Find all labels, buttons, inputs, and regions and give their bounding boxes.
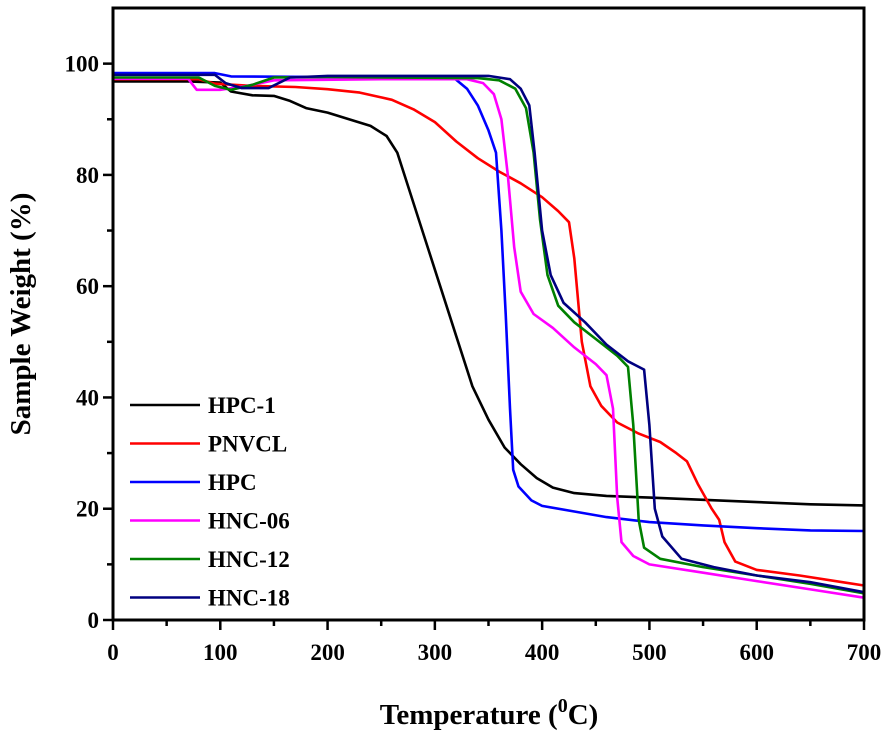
x-axis-title-main: Temperature ( [380,699,558,731]
x-tick-label: 0 [107,640,119,665]
series-line-hnc-18 [113,73,865,594]
tick-labels: 0 100 200 300 400 500 600 700 0 20 40 60 80 100 [65,52,882,665]
y-tick-label: 100 [65,52,100,77]
series-line-hpc [113,71,865,533]
x-tick-label: 300 [418,640,453,665]
x-axis-title-superscript: 0 [558,695,568,717]
y-axis-title: Sample Weight (%) [5,193,37,436]
legend-label: HPC-1 [208,393,276,418]
legend-label: HPC [208,470,257,495]
y-tick-label: 0 [88,608,100,633]
legend-label: HNC-12 [208,547,290,572]
x-tick-label: 500 [632,640,667,665]
y-tick-label: 60 [76,274,99,299]
x-tick-label: 600 [739,640,774,665]
x-tick-label: 100 [203,640,238,665]
x-tick-label: 400 [525,640,560,665]
plot-lines [113,71,865,599]
legend-item-hnc-18: HNC-18 [130,586,290,611]
legend-item-hnc-12: HNC-12 [130,547,290,572]
ticks [103,62,866,630]
legend-item-hpc: HPC [130,470,257,495]
legend-item-hnc-06: HNC-06 [130,509,290,534]
y-tick-label: 20 [76,497,99,522]
series-line-hpc-1 [113,80,865,507]
legend-label: HNC-06 [208,509,290,534]
legend-item-hpc-1: HPC-1 [130,393,276,418]
x-tick-label: 200 [310,640,345,665]
y-tick-label: 80 [76,163,99,188]
legend-item-pnvcl: PNVCL [130,432,287,457]
x-axis-title: Temperature (0C) [380,695,599,731]
x-tick-label: 700 [847,640,882,665]
legend-label: HNC-18 [208,586,290,611]
legend: HPC-1 PNVCL HPC HNC-06 HNC-12 HNC-18 [130,393,290,611]
legend-label: PNVCL [208,432,287,457]
y-tick-label: 40 [76,385,99,410]
x-axis-title-suffix: C) [568,699,599,731]
series-line-hnc-12 [113,75,865,595]
